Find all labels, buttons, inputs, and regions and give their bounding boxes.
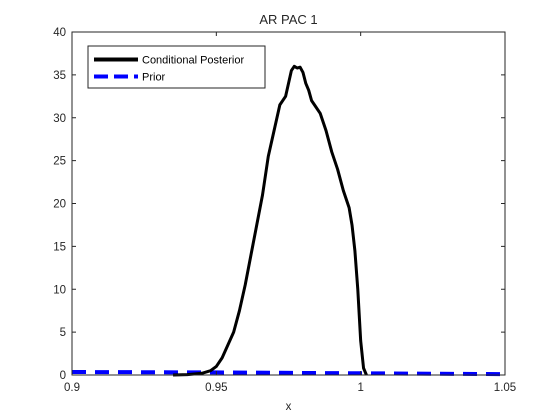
y-tick-label: 40 — [53, 27, 66, 39]
legend-box — [87, 45, 266, 89]
series-layer — [71, 64, 506, 377]
y-tick-label: 35 — [53, 70, 66, 82]
x-tick-label: 1.05 — [494, 382, 516, 394]
y-tick-label: 30 — [53, 113, 66, 125]
x-tick-label: 0.95 — [205, 382, 227, 394]
legend-label-prior: Prior — [142, 72, 166, 84]
legend-label-conditional-posterior: Conditional Posterior — [142, 55, 244, 67]
x-tick-label: 0.9 — [64, 382, 80, 394]
y-tick-label: 25 — [53, 156, 66, 168]
y-tick-label: 10 — [53, 284, 66, 296]
y-tick-label: 5 — [60, 327, 66, 339]
x-tick-label: 1 — [357, 382, 363, 394]
legend: Conditional Posterior Prior — [87, 45, 266, 89]
y-tick-label: 20 — [53, 199, 66, 211]
chart-title: AR PAC 1 — [259, 12, 317, 27]
x-axis-label: x — [286, 401, 292, 413]
y-tick-label: 0 — [60, 370, 66, 382]
y-tick-label: 15 — [53, 241, 66, 253]
series-line-prior — [71, 370, 506, 377]
series-line-conditional-posterior — [172, 64, 368, 377]
axes-layer: 0.9 0.95 1 1.05 0 5 10 15 20 25 30 35 40 — [53, 27, 516, 394]
